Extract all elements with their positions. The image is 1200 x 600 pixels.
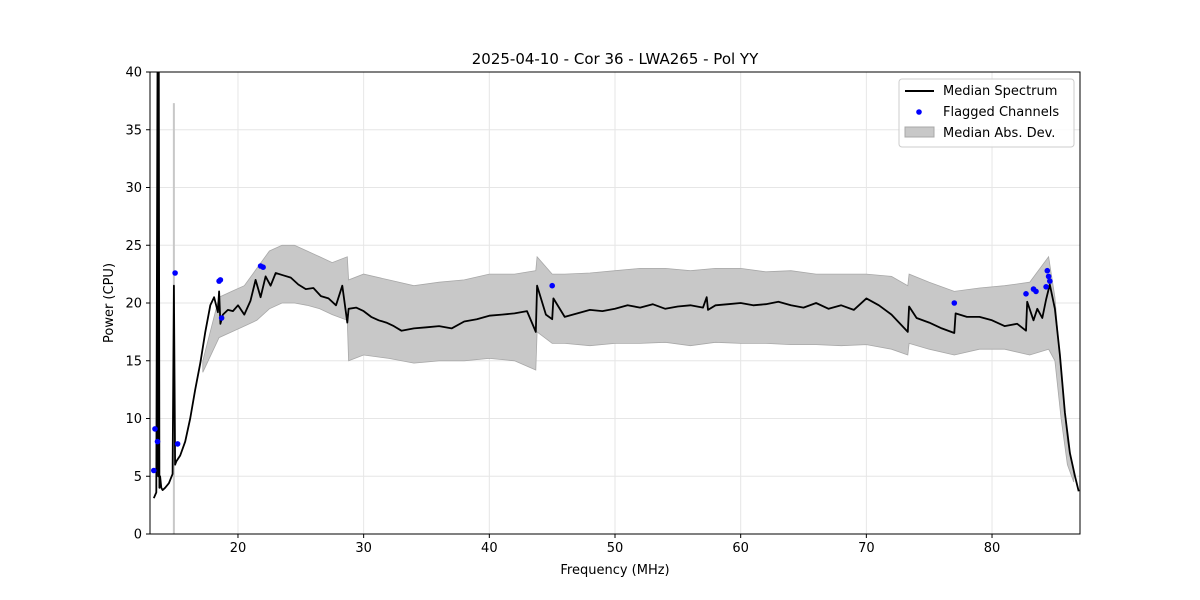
legend: Median Spectrum Flagged Channels Median … xyxy=(898,78,1075,148)
y-axis-label: Power (CPU) xyxy=(102,263,117,343)
legend-label-median-abs-dev: Median Abs. Dev. xyxy=(943,126,1055,141)
flagged-channel-point xyxy=(154,438,161,445)
flagged-channel-point xyxy=(260,264,266,271)
x-tick-label: 60 xyxy=(732,541,749,556)
flagged-channel-point xyxy=(1033,288,1039,295)
y-tick-label: 30 xyxy=(125,181,142,196)
legend-label-median-spectrum: Median Spectrum xyxy=(943,84,1057,99)
y-tick-label: 25 xyxy=(125,239,142,254)
flagged-channel-point xyxy=(1023,291,1029,297)
flagged-channel-point xyxy=(1043,284,1049,290)
flagged-channel-point xyxy=(174,441,181,447)
legend-band-swatch xyxy=(904,126,935,138)
y-tick-label: 5 xyxy=(134,470,142,485)
median-spectrum-line xyxy=(152,72,1080,499)
x-tick-label: 80 xyxy=(984,541,1001,556)
flagged-channel-point xyxy=(549,282,555,289)
median-spectrum xyxy=(152,72,1080,499)
flagged-channel-point xyxy=(151,467,157,474)
mad-band-area xyxy=(202,244,1075,483)
y-tick-label: 0 xyxy=(134,528,142,543)
flagged-channel-point xyxy=(218,315,225,321)
flagged-channel-point xyxy=(1047,278,1053,284)
y-tick-label: 15 xyxy=(125,354,142,369)
chart-title: 2025-04-10 - Cor 36 - LWA265 - Pol YY xyxy=(472,50,759,68)
legend-box xyxy=(898,78,1075,148)
x-tick-label: 70 xyxy=(858,541,875,556)
y-tick-label: 10 xyxy=(125,412,142,427)
flagged-channel-point xyxy=(217,277,224,283)
x-tick-label: 20 xyxy=(230,541,247,556)
x-tick-label: 50 xyxy=(607,541,624,556)
x-tick-label: 40 xyxy=(481,541,498,556)
flagged-channel-point xyxy=(172,270,178,276)
x-axis-ticks: 20 30 40 50 60 70 80 xyxy=(230,534,1001,556)
flagged-channel-point xyxy=(152,426,158,432)
flagged-channel-point xyxy=(1044,267,1051,274)
y-tick-label: 35 xyxy=(125,123,142,138)
legend-label-flagged-channels: Flagged Channels xyxy=(943,105,1059,120)
y-tick-label: 40 xyxy=(125,66,142,81)
flagged-channel-point xyxy=(951,300,958,306)
flagged-channels xyxy=(151,263,1053,474)
x-axis-label: Frequency (MHz) xyxy=(560,563,669,578)
flagged-channel-point xyxy=(1045,273,1052,280)
x-tick-label: 30 xyxy=(355,541,372,556)
y-tick-label: 20 xyxy=(125,297,142,312)
legend-dot-swatch xyxy=(916,109,922,115)
y-axis-ticks: 0 5 10 15 20 25 30 35 40 xyxy=(125,66,150,543)
